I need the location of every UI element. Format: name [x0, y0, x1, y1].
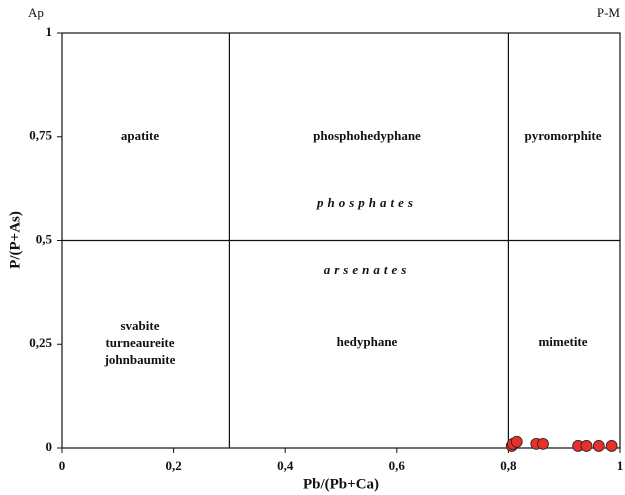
corner-label: P-M: [597, 5, 621, 20]
x-tick-label: 0,2: [165, 458, 181, 473]
region-label: phosphates: [316, 195, 417, 210]
x-tick-label: 0,8: [500, 458, 517, 473]
y-tick-label: 0,5: [36, 231, 53, 246]
x-tick-label: 1: [617, 458, 624, 473]
x-axis-label: Pb/(Pb+Ca): [303, 476, 379, 492]
y-tick-label: 0,25: [29, 335, 52, 350]
region-label: arsenates: [324, 262, 411, 277]
region-label: pyromorphite: [524, 128, 601, 143]
data-point: [510, 435, 523, 448]
region-label: apatite: [121, 128, 160, 143]
region-label: hedyphane: [337, 334, 398, 349]
region-label: svabite: [121, 318, 160, 333]
x-tick-label: 0,4: [277, 458, 294, 473]
x-tick-label: 0,6: [389, 458, 406, 473]
region-label: mimetite: [538, 334, 587, 349]
y-axis-label: P/(P+As): [7, 211, 23, 269]
region-label: johnbaumite: [104, 352, 176, 367]
corner-label: Ap: [28, 5, 44, 20]
y-tick-label: 0: [46, 439, 53, 454]
data-point: [605, 440, 618, 452]
y-tick-label: 1: [46, 24, 53, 39]
data-point: [580, 440, 593, 452]
x-tick-label: 0: [59, 458, 66, 473]
region-label: turneaureite: [105, 335, 174, 350]
data-point: [592, 440, 605, 452]
y-tick-label: 0,75: [29, 128, 52, 143]
data-point: [537, 437, 549, 450]
region-label: phosphohedyphane: [313, 128, 421, 143]
